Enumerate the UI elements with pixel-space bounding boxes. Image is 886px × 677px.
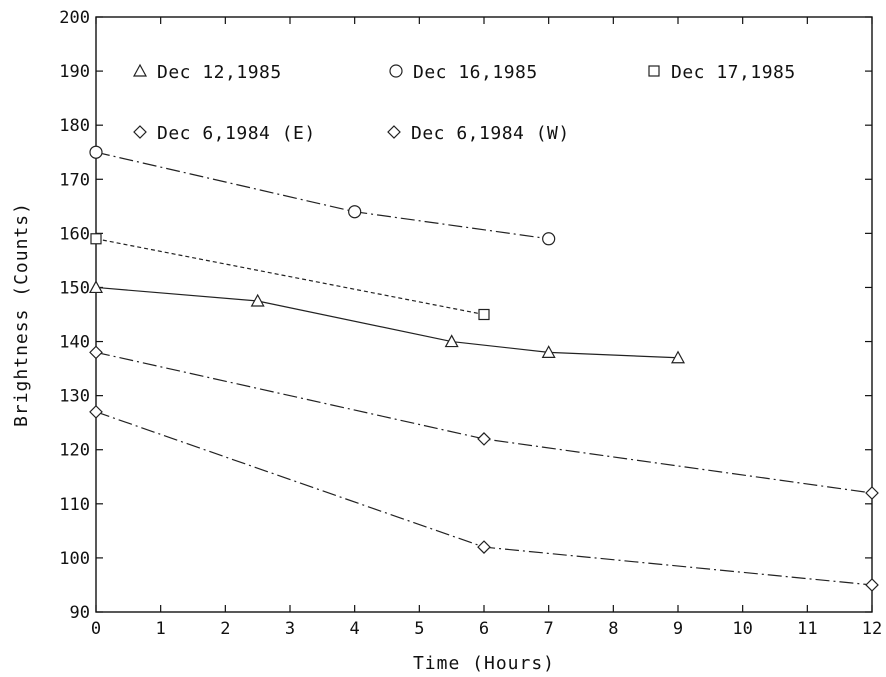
legend-label: Dec 12,1985 xyxy=(157,62,282,83)
y-tick-label: 200 xyxy=(59,8,90,28)
data-point xyxy=(89,405,103,419)
x-tick-label: 9 xyxy=(673,619,683,639)
series-1 xyxy=(88,280,686,364)
series-5 xyxy=(89,405,879,592)
legend-label: Dec 17,1985 xyxy=(671,62,796,83)
legend-entry: Dec 12,1985 xyxy=(132,62,282,83)
data-point xyxy=(88,280,104,294)
data-point xyxy=(477,432,491,446)
legend-marker xyxy=(648,65,660,77)
legend-label: Dec 16,1985 xyxy=(413,62,538,83)
series-3 xyxy=(90,233,490,321)
data-point xyxy=(542,232,556,246)
y-tick-label: 140 xyxy=(59,333,90,353)
series-2 xyxy=(89,145,556,246)
legend-label: Dec 6,1984 (E) xyxy=(157,123,316,144)
x-tick-label: 8 xyxy=(608,619,618,639)
data-point xyxy=(865,486,879,500)
x-tick-label: 7 xyxy=(544,619,554,639)
x-tick-label: 11 xyxy=(797,619,817,639)
y-tick-label: 100 xyxy=(59,549,90,569)
legend-entry: Dec 6,1984 (W) xyxy=(387,123,570,144)
y-tick-label: 170 xyxy=(59,170,90,190)
axes: 0 1 2 3 4 5 6 7 8 9 10 11 12901001101201301401501601… xyxy=(59,8,882,639)
legend-marker xyxy=(389,64,403,78)
data-point xyxy=(250,293,265,307)
legend: Dec 12,1985 Dec 16,1985 Dec 17,1985 Dec 6,1… xyxy=(132,62,796,144)
legend-marker xyxy=(133,125,147,139)
data-point xyxy=(865,578,879,592)
y-tick-label: 180 xyxy=(59,116,90,136)
x-tick-label: 0 xyxy=(91,619,101,639)
data-point xyxy=(348,205,362,219)
data-point xyxy=(477,540,491,554)
legend-marker xyxy=(132,63,148,77)
x-tick-label: 10 xyxy=(732,619,752,639)
series-line xyxy=(95,238,485,316)
series-line xyxy=(95,351,873,494)
y-tick-label: 110 xyxy=(59,495,90,515)
legend-entry: Dec 6,1984 (E) xyxy=(133,123,316,144)
y-tick-label: 150 xyxy=(59,278,90,298)
legend-entry: Dec 17,1985 xyxy=(648,62,796,83)
y-tick-label: 90 xyxy=(70,603,90,623)
data-point xyxy=(478,308,490,321)
series-group xyxy=(88,145,879,592)
x-tick-label: 3 xyxy=(285,619,295,639)
x-tick-label: 2 xyxy=(220,619,230,639)
series-line xyxy=(95,286,679,359)
y-axis-title: Brightness (Counts) xyxy=(11,202,32,427)
legend-entry: Dec 16,1985 xyxy=(389,62,538,83)
x-axis-title: Time (Hours) xyxy=(413,653,555,674)
legend-marker xyxy=(387,125,401,139)
data-point xyxy=(444,334,459,348)
y-tick-label: 160 xyxy=(59,224,90,244)
x-tick-label: 5 xyxy=(414,619,424,639)
x-tick-label: 12 xyxy=(862,619,882,639)
legend-label: Dec 6,1984 (W) xyxy=(411,123,570,144)
data-point xyxy=(670,350,686,364)
x-tick-label: 1 xyxy=(156,619,166,639)
data-point xyxy=(90,233,102,245)
x-tick-label: 4 xyxy=(350,619,360,639)
data-point xyxy=(89,345,103,360)
data-point xyxy=(89,145,103,159)
series-line xyxy=(95,151,549,240)
y-tick-label: 130 xyxy=(59,387,90,407)
series-4 xyxy=(89,345,879,500)
y-tick-label: 120 xyxy=(59,441,90,461)
data-point xyxy=(541,345,556,358)
x-tick-label: 6 xyxy=(479,619,489,639)
y-tick-label: 190 xyxy=(59,62,90,82)
